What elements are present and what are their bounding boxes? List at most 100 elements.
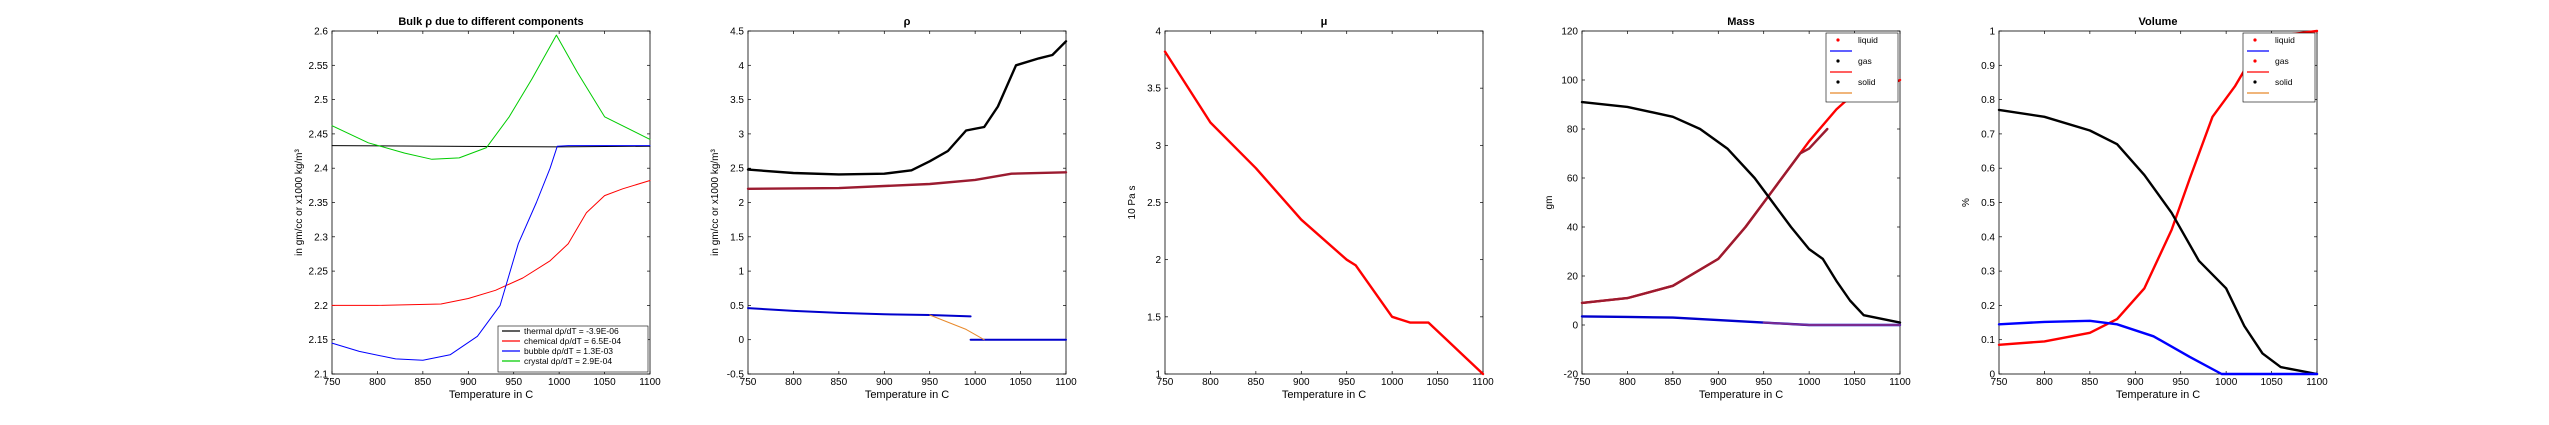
y-tick-label: 2.15 [309,335,329,346]
chart-title: μ [1321,16,1328,28]
x-tick-label: 1100 [1472,377,1494,388]
y-tick-label: -20 [1564,370,1579,381]
y-tick-label: 0 [1989,370,1995,381]
x-tick-label: 850 [415,377,432,388]
y-tick-label: 1.5 [1147,312,1161,323]
y-tick-label: 3.5 [1147,84,1161,95]
y-tick-label: 2.55 [309,61,329,72]
y-axis-label: gm [1544,196,1555,210]
legend-entry-label: liquid [1858,35,1878,45]
series-line-2 [746,171,1068,190]
y-tick-label: 80 [1567,125,1579,136]
legend: liquid gas solid [1825,32,1899,103]
y-tick-label: 4.5 [730,27,744,38]
series-line-2 [331,180,651,306]
y-tick-label: 0.9 [1981,61,1995,72]
x-tick-label: 1050 [1009,377,1032,388]
x-tick-label: 750 [324,377,341,388]
y-tick-label: -0.5 [727,370,745,381]
plot-area [1164,30,1484,375]
x-tick-label: 800 [2036,377,2053,388]
y-tick-label: 0 [1572,321,1578,332]
y-axis-label: % [1961,198,1972,207]
x-tick-label: 900 [1710,377,1727,388]
legend-marker [1836,38,1840,42]
y-tick-label: 2.4 [314,164,328,175]
y-tick-label: 4 [738,61,744,72]
series-line-2 [1580,127,1829,305]
chart-panel-1: 750 800 850 900 950 1000 1050 1100 2.1 2.15 2.2 2.2… [294,16,661,401]
x-axis-label: Temperature in C [1282,389,1366,401]
plot-area [747,30,1067,375]
legend: liquid gas solid [2242,32,2316,103]
y-tick-label: 2 [738,198,744,209]
y-axis-label: 10 Pa s [1127,186,1138,220]
legend-marker [1836,59,1840,63]
y-tick-label: 0.4 [1981,232,1995,243]
y-axis-label: in gm/cc or x1000 kg/m³ [710,148,721,255]
series-line-3 [747,307,972,318]
x-tick-label: 1100 [2306,377,2328,388]
x-axis-label: Temperature in C [865,389,949,401]
x-tick-label: 1000 [964,377,987,388]
x-tick-label: 750 [1574,377,1591,388]
series-line-4 [331,34,651,160]
x-tick-label: 750 [1991,377,2008,388]
y-tick-label: 3 [1155,141,1161,152]
y-tick-label: 2.25 [309,267,329,278]
x-tick-label: 900 [460,377,477,388]
x-axis-label: Temperature in C [449,389,533,401]
series-line-5 [929,314,985,341]
legend-box [497,325,649,373]
legend-box [1825,32,1899,103]
x-tick-label: 850 [1665,377,1682,388]
y-tick-label: 1 [1155,370,1161,381]
y-tick-label: 60 [1567,174,1579,185]
y-tick-label: 1 [1989,27,1995,38]
chart-title: Mass [1727,16,1755,28]
chart-panel-2: 750 800 850 900 950 1000 1050 1100 -0.5 0 0.5 1 1.5 2… [710,16,1077,401]
y-tick-label: 0.5 [1981,198,1995,209]
series-line-2 [1997,108,2319,376]
x-tick-label: 1000 [1798,377,1821,388]
legend-entry-label: crystal dρ/dT = 2.9E-04 [524,356,612,366]
x-tick-label: 800 [369,377,386,388]
x-axis-label: Temperature in C [2116,389,2200,401]
y-tick-label: 2.5 [314,95,328,106]
x-tick-label: 900 [876,377,893,388]
y-tick-label: 3 [738,129,744,140]
y-tick-label: 3.5 [730,95,744,106]
legend-marker [2253,38,2257,42]
x-tick-label: 950 [1755,377,1772,388]
x-tick-label: 950 [2172,377,2189,388]
chart-panel-4: 750 800 850 900 950 1000 1050 1100 -20 0 20 40 60 80 1… [1544,16,1911,401]
x-tick-label: 1100 [1055,377,1077,388]
x-tick-label: 950 [1338,377,1355,388]
x-tick-label: 950 [921,377,938,388]
x-tick-label: 1000 [2215,377,2238,388]
y-tick-label: 20 [1567,272,1579,283]
series-line-1 [331,145,651,148]
x-tick-label: 750 [1157,377,1174,388]
legend-box [2242,32,2316,103]
legend-entry-label: solid [1858,77,1876,87]
y-tick-label: 2.45 [309,129,329,140]
x-axis-label: Temperature in C [1699,389,1783,401]
legend-entry-label: gas [2275,56,2289,66]
x-tick-label: 850 [1248,377,1265,388]
legend-entry-label: liquid [2275,35,2295,45]
legend-entry-label: solid [2275,77,2293,87]
y-tick-label: 2.5 [1147,198,1161,209]
x-tick-label: 1050 [2260,377,2283,388]
chart-panel-3: 750 800 850 900 950 1000 1050 1100 1 1.5 2 2.5 3 3.5 4… [1127,16,1494,401]
legend-marker [1836,80,1840,84]
y-axis-label: in gm/cc or x1000 kg/m³ [294,148,305,255]
y-tick-label: 2 [1155,255,1161,266]
y-tick-label: 0.7 [1981,129,1995,140]
chart-panel-5: 750 800 850 900 950 1000 1050 1100 0 0.1 0.2 0.3 0.4… [1961,16,2328,401]
series-line-1 [1163,50,1485,376]
x-tick-label: 800 [1202,377,1219,388]
y-tick-label: 0.2 [1981,301,1995,312]
